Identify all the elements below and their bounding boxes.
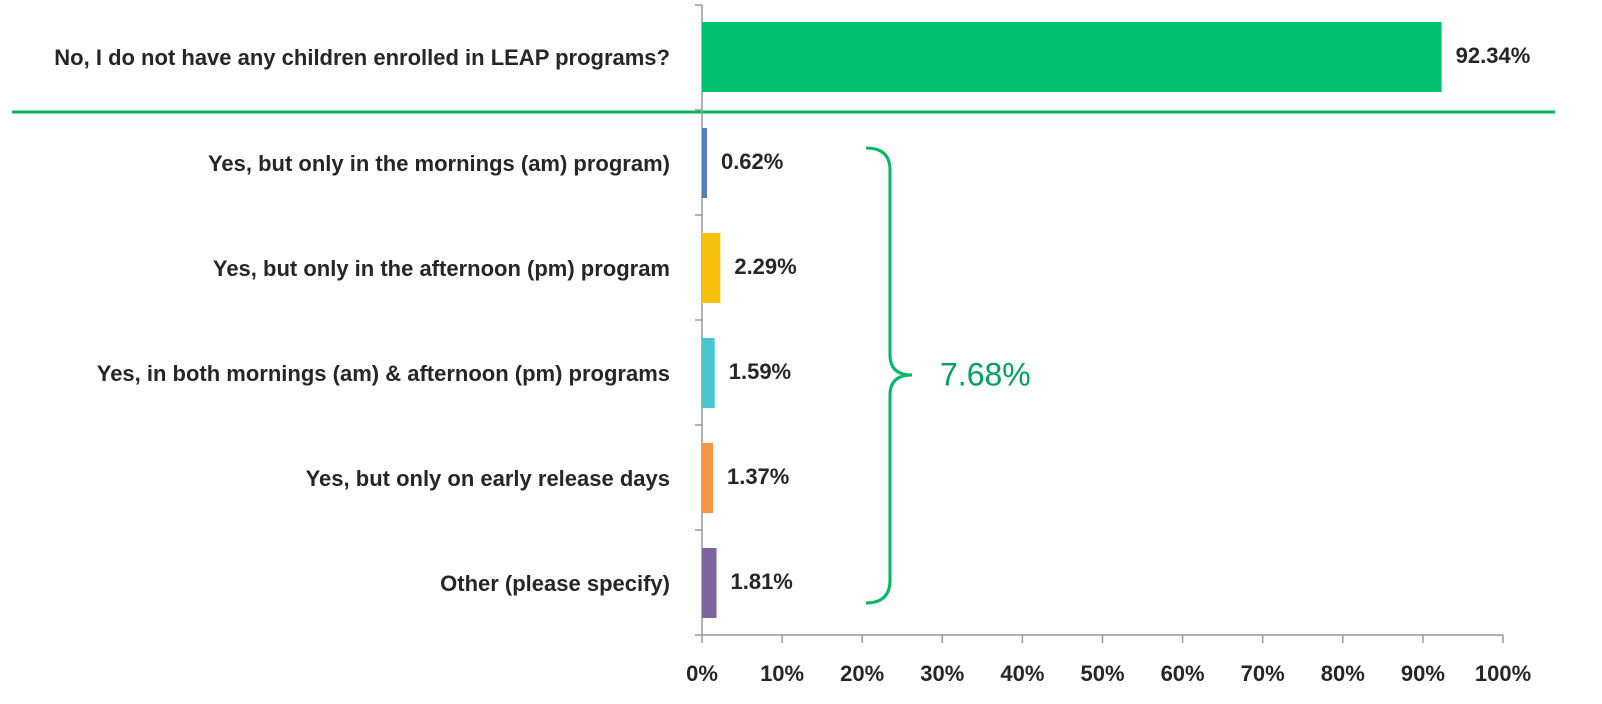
x-tick-label: 20% bbox=[840, 661, 884, 686]
bar bbox=[702, 128, 707, 198]
annotation: 7.68% bbox=[940, 356, 1031, 392]
category-label: Yes, in both mornings (am) & afternoon (… bbox=[96, 360, 670, 386]
value-label: 1.81% bbox=[730, 569, 792, 594]
x-tick-label: 0% bbox=[686, 661, 718, 686]
category-label-box: Yes, but only on early release days bbox=[30, 428, 670, 528]
category-label-box: Other (please specify) bbox=[30, 533, 670, 633]
category-label: Other (please specify) bbox=[440, 570, 670, 596]
x-tick-label: 90% bbox=[1401, 661, 1445, 686]
bar bbox=[702, 338, 715, 408]
category-label: Yes, but only on early release days bbox=[305, 465, 670, 491]
value-label: 1.59% bbox=[729, 359, 791, 384]
x-tick-label: 70% bbox=[1241, 661, 1285, 686]
category-label-box: No, I do not have any children enrolled … bbox=[30, 7, 670, 107]
category-label-box: Yes, but only in the mornings (am) progr… bbox=[30, 113, 670, 213]
x-tick-label: 50% bbox=[1080, 661, 1124, 686]
category-label: Yes, but only in the mornings (am) progr… bbox=[207, 150, 670, 176]
bar bbox=[702, 233, 721, 303]
x-tick-label: 100% bbox=[1475, 661, 1531, 686]
x-tick-label: 40% bbox=[1000, 661, 1044, 686]
bar bbox=[702, 22, 1442, 92]
value-label: 0.62% bbox=[721, 149, 783, 174]
category-label: No, I do not have any children enrolled … bbox=[54, 44, 670, 70]
x-tick-label: 10% bbox=[760, 661, 804, 686]
bar bbox=[702, 548, 717, 618]
x-tick-label: 30% bbox=[920, 661, 964, 686]
category-label: Yes, but only in the afternoon (pm) prog… bbox=[212, 255, 670, 281]
value-label: 92.34% bbox=[1456, 43, 1531, 68]
value-label: 2.29% bbox=[734, 254, 796, 279]
category-label-box: Yes, but only in the afternoon (pm) prog… bbox=[30, 218, 670, 318]
bar bbox=[702, 443, 713, 513]
brace bbox=[865, 146, 913, 605]
category-label-box: Yes, in both mornings (am) & afternoon (… bbox=[30, 323, 670, 423]
x-tick-label: 60% bbox=[1161, 661, 1205, 686]
value-label: 1.37% bbox=[727, 464, 789, 489]
x-tick-label: 80% bbox=[1321, 661, 1365, 686]
